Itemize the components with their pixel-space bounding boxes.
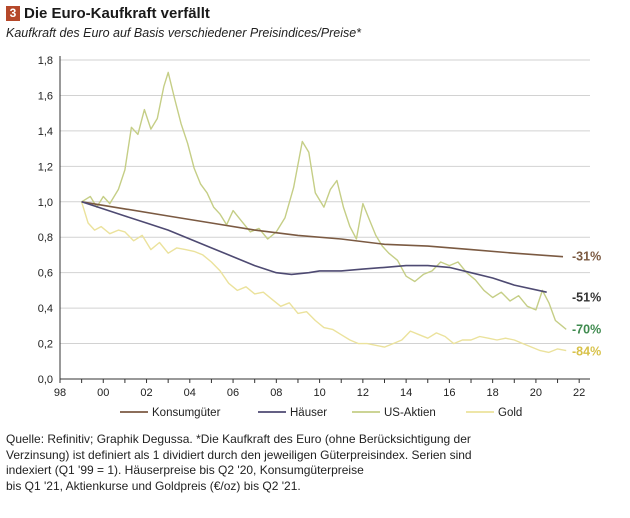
x-tick-label: 10 — [313, 387, 325, 399]
footnote-line-2: Verzinsung) ist definiert als 1 dividier… — [6, 447, 472, 462]
y-tick-label: 0,2 — [38, 339, 53, 351]
legend-label: Häuser — [290, 407, 327, 419]
y-tick-label: 1,4 — [38, 126, 53, 138]
y-tick-label: 1,0 — [38, 197, 53, 209]
legend-label: US-Aktien — [384, 407, 436, 419]
x-tick-label: 12 — [357, 387, 369, 399]
footnote-line-4: bis Q1 '21, Aktienkurse und Goldpreis (€… — [6, 478, 301, 493]
y-tick-label: 1,8 — [38, 55, 53, 67]
y-tick-label: 1,6 — [38, 90, 53, 102]
x-tick-label: 06 — [227, 387, 239, 399]
legend-label: Konsumgüter — [152, 407, 221, 419]
series-line-us-aktien — [81, 71, 567, 330]
y-tick-label: 0,0 — [38, 374, 53, 386]
x-tick-label: 08 — [270, 387, 282, 399]
x-tick-label: 00 — [97, 387, 109, 399]
source-footnote: Quelle: Refinitiv; Graphik Degussa. *Die… — [6, 432, 626, 494]
y-tick-label: 0,4 — [38, 303, 53, 315]
x-tick-label: 22 — [573, 387, 585, 399]
end-label: -51% — [572, 290, 601, 304]
footnote-line-1: Quelle: Refinitiv; Graphik Degussa. *Die… — [6, 432, 471, 446]
x-tick-label: 16 — [443, 387, 455, 399]
y-tick-label: 1,2 — [38, 161, 53, 173]
series-line-haeuser — [81, 201, 547, 293]
chart-subtitle: Kaufkraft des Euro auf Basis verschieden… — [6, 26, 362, 40]
y-tick-label: 0,8 — [38, 232, 53, 244]
x-tick-label: 14 — [400, 387, 412, 399]
x-tick-label: 20 — [530, 387, 542, 399]
chart-heading: 3 Die Euro-Kaufkraft verfällt — [6, 5, 210, 22]
end-label: -70% — [572, 322, 601, 336]
x-tick-label: 18 — [487, 387, 499, 399]
footnote-line-3: indexiert (Q1 '99 = 1). Häuserpreise bis… — [6, 463, 364, 477]
chart-title: Die Euro-Kaufkraft verfällt — [24, 5, 210, 22]
series-line-konsumgueter — [81, 201, 564, 258]
line-chart: 0,0 0,2 0,4 0,6 0,8 1,0 1,2 1,4 1,6 1,8 98 00 02 04 06… — [38, 55, 601, 419]
end-label: -84% — [572, 345, 601, 359]
chart-number-badge: 3 — [6, 6, 20, 21]
x-tick-label: 98 — [54, 387, 66, 399]
x-tick-label: 04 — [184, 387, 196, 399]
x-tick-label: 02 — [140, 387, 152, 399]
y-tick-label: 0,6 — [38, 268, 53, 280]
legend-label: Gold — [498, 407, 522, 419]
series-line-gold — [80, 201, 567, 354]
end-label: -31% — [572, 250, 601, 264]
